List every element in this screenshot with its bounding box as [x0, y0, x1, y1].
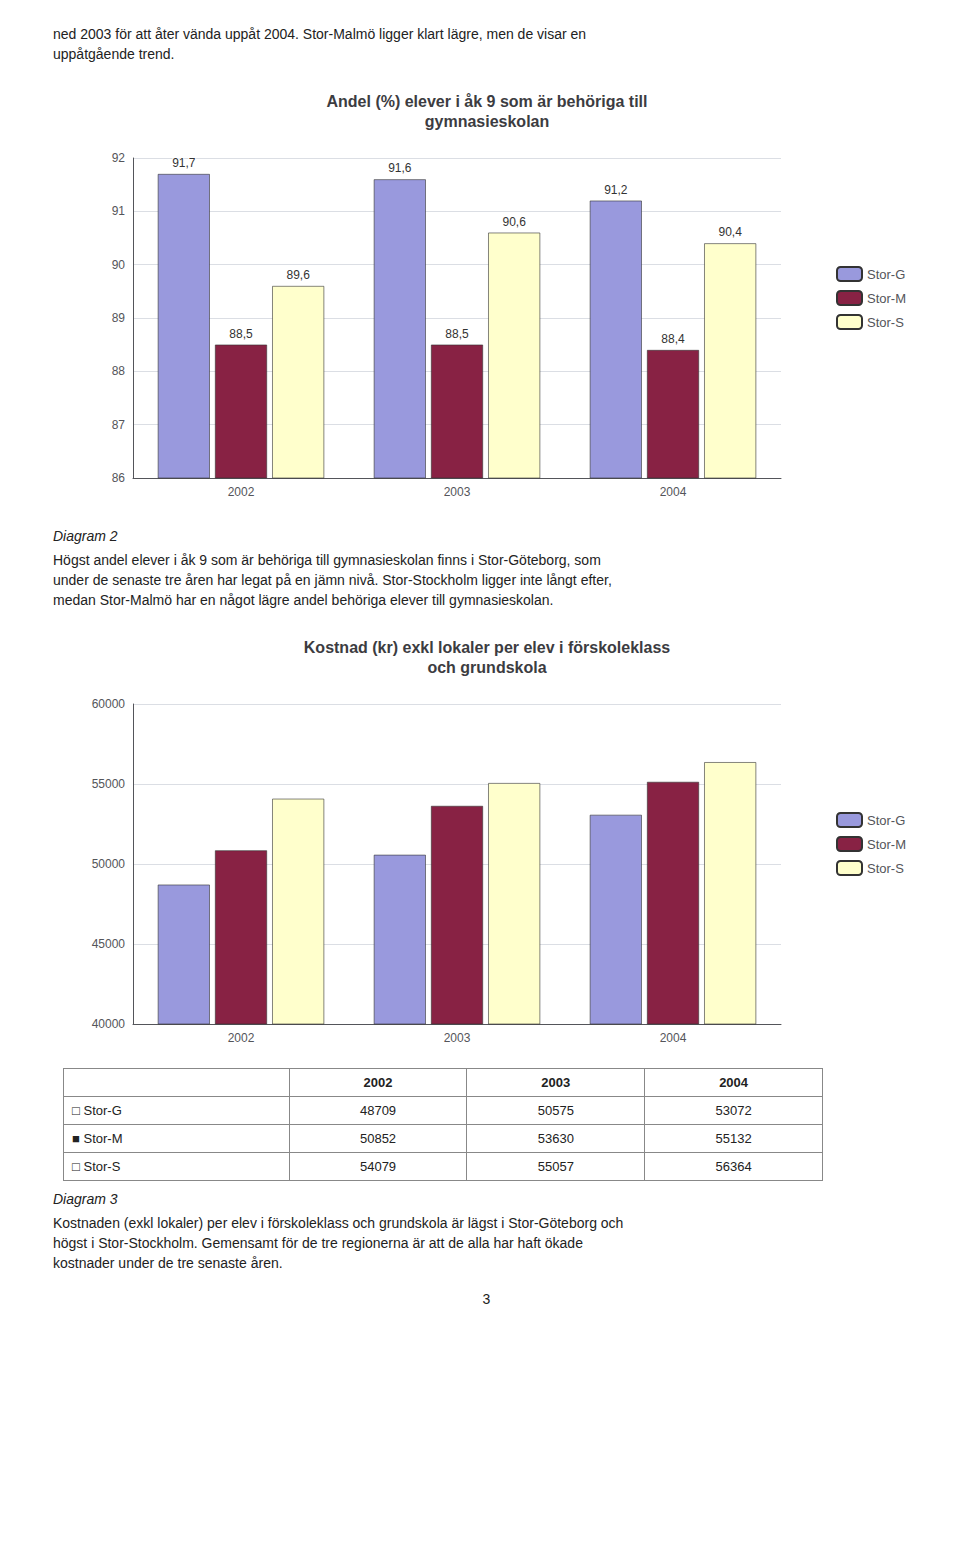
svg-text:55000: 55000 [92, 777, 126, 791]
html-text:Kostnaden (exkl lokaler) per e: Kostnaden (exkl lokaler) per elev i förs… [53, 1215, 624, 1231]
html-text:Diagram 2: Diagram 2 [53, 528, 118, 544]
html-text:55132: 55132 [715, 1131, 752, 1146]
svg-text:Stor-G: Stor-G [867, 267, 905, 282]
html-text:56364: 56364 [715, 1159, 752, 1174]
svg-text:Stor-S: Stor-S [867, 315, 904, 330]
svg-text:gymnasieskolan: gymnasieskolan [425, 113, 550, 130]
svg-text:89: 89 [112, 311, 126, 325]
svg-text:2003: 2003 [444, 1031, 471, 1045]
html-text:medan Stor-Malmö har en något: medan Stor-Malmö har en något lägre ande… [53, 592, 554, 608]
svg-text:86: 86 [112, 471, 126, 485]
svg-text:88,5: 88,5 [445, 327, 469, 341]
html-text:2004: 2004 [719, 1075, 749, 1090]
html-text:uppåtgående trend.: uppåtgående trend. [53, 46, 175, 62]
svg-text:Stor-S: Stor-S [867, 861, 904, 876]
html-text:högst i Stor-Stockholm. Gemens: högst i Stor-Stockholm. Gemensamt för de… [53, 1235, 583, 1251]
html-text:ned 2003 för att åter vända up: ned 2003 för att åter vända uppåt 2004. … [53, 26, 587, 42]
svg-text:60000: 60000 [92, 697, 126, 711]
svg-text:Stor-M: Stor-M [867, 837, 906, 852]
svg-text:91,7: 91,7 [172, 156, 196, 170]
svg-text:2003: 2003 [444, 485, 471, 499]
svg-text:91,2: 91,2 [604, 183, 628, 197]
html-text:Högst andel elever i åk 9 som: Högst andel elever i åk 9 som är behörig… [53, 552, 601, 568]
svg-text:89,6: 89,6 [286, 268, 310, 282]
svg-text:2004: 2004 [660, 485, 687, 499]
html-text:□ Stor-S: □ Stor-S [72, 1159, 121, 1174]
svg-text:91,6: 91,6 [388, 161, 412, 175]
svg-text:45000: 45000 [92, 937, 126, 951]
svg-text:Stor-G: Stor-G [867, 813, 905, 828]
svg-text:88: 88 [112, 364, 126, 378]
svg-text:och grundskola: och grundskola [427, 659, 546, 676]
svg-text:2004: 2004 [660, 1031, 687, 1045]
svg-text:90,6: 90,6 [502, 215, 526, 229]
html-text:53630: 53630 [537, 1131, 574, 1146]
html-text:Diagram 3: Diagram 3 [53, 1191, 118, 1207]
svg-text:Stor-M: Stor-M [867, 291, 906, 306]
html-text:50852: 50852 [360, 1131, 397, 1146]
html-text:kostnader under de tre senaste: kostnader under de tre senaste åren. [53, 1255, 283, 1271]
html-text:48709: 48709 [360, 1103, 397, 1118]
svg-text:88,4: 88,4 [661, 332, 685, 346]
svg-text:90: 90 [112, 258, 126, 272]
html-text:50575: 50575 [537, 1103, 574, 1118]
html-text:□ Stor-G: □ Stor-G [72, 1103, 122, 1118]
html-text:55057: 55057 [537, 1159, 574, 1174]
svg-text:87: 87 [112, 418, 126, 432]
svg-text:50000: 50000 [92, 857, 126, 871]
svg-text:40000: 40000 [92, 1017, 126, 1031]
svg-text:Andel (%) elever i åk 9 som är: Andel (%) elever i åk 9 som är behöriga … [327, 93, 648, 110]
html-text:under de senaste tre åren har: under de senaste tre åren har legat på e… [53, 572, 612, 588]
html-text:3: 3 [482, 1291, 491, 1307]
svg-text:88,5: 88,5 [229, 327, 253, 341]
svg-text:2002: 2002 [228, 1031, 255, 1045]
html-text:53072: 53072 [715, 1103, 752, 1118]
svg-text:90,4: 90,4 [718, 225, 742, 239]
svg-text:2002: 2002 [228, 485, 255, 499]
svg-text:92: 92 [112, 151, 126, 165]
svg-text:91: 91 [112, 204, 126, 218]
svg-text:Kostnad (kr) exkl lokaler per: Kostnad (kr) exkl lokaler per elev i för… [304, 639, 670, 656]
html-text:2002: 2002 [363, 1075, 393, 1090]
html-text:2003: 2003 [541, 1075, 571, 1090]
html-text:■ Stor-M: ■ Stor-M [72, 1131, 123, 1146]
html-text:54079: 54079 [360, 1159, 397, 1174]
